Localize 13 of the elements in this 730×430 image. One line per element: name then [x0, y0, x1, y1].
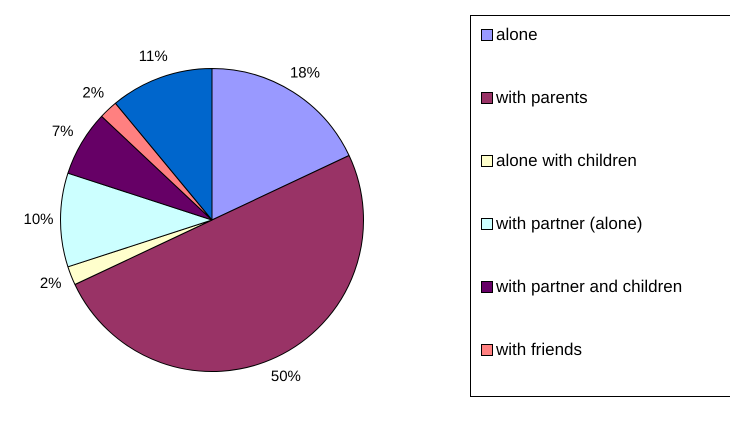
- data-label: 18%: [290, 64, 320, 82]
- legend-label: with friends: [496, 339, 582, 360]
- data-label: 50%: [270, 368, 301, 386]
- data-label: 2%: [40, 275, 62, 292]
- legend-label: with partner and children: [496, 276, 682, 297]
- data-label: 2%: [82, 84, 104, 102]
- legend-label: with partner (alone): [496, 213, 642, 234]
- legend-label: alone with children: [496, 150, 637, 171]
- legend-label: with parents: [496, 87, 588, 108]
- data-label: 7%: [52, 122, 74, 140]
- data-label: 11%: [138, 48, 168, 65]
- legend-label: alone: [496, 24, 538, 45]
- data-label: 10%: [23, 211, 54, 228]
